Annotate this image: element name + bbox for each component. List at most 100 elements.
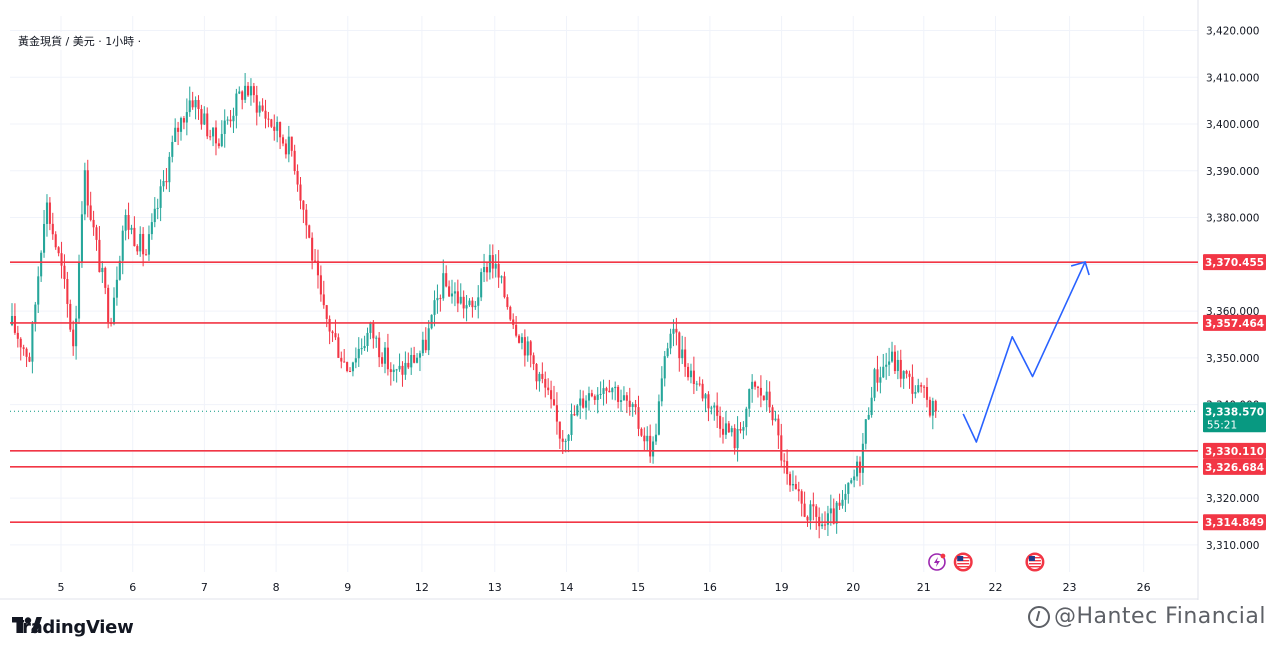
candle-body: [401, 365, 404, 375]
candle-body: [179, 118, 183, 132]
candle-body: [593, 396, 596, 400]
candle-body: [692, 370, 695, 384]
x-tick-label: 20: [846, 581, 860, 594]
candle-body: [450, 293, 454, 297]
candle-body: [535, 364, 538, 382]
candle-body: [381, 357, 384, 364]
candle-body: [654, 434, 658, 442]
candle-body: [614, 386, 617, 389]
y-tick-label: 3,310.000: [1206, 540, 1259, 552]
candle-body: [316, 260, 320, 276]
y-tick-label: 3,410.000: [1206, 72, 1259, 84]
hantec-watermark: @Hantec Financial: [1027, 604, 1266, 629]
candle-body: [258, 105, 261, 113]
candle-body: [383, 347, 387, 364]
candle-body: [54, 234, 57, 248]
candle-body: [739, 428, 742, 431]
candle-body: [448, 286, 451, 297]
candle-body: [346, 362, 349, 372]
candle-body: [754, 381, 757, 387]
y-tick-label: 3,350.000: [1206, 353, 1259, 365]
candle-body: [351, 362, 354, 372]
x-tick-label: 5: [57, 581, 64, 594]
candle-body: [372, 322, 375, 339]
candle-body: [494, 263, 497, 269]
candle-body: [314, 260, 317, 262]
candle-body: [413, 354, 416, 363]
candle-body: [206, 113, 209, 137]
candle-body: [777, 418, 780, 436]
candle-body: [509, 306, 512, 320]
candle-body: [710, 407, 713, 409]
candle-body: [826, 513, 829, 525]
candle-body: [908, 373, 911, 377]
candle-body: [290, 136, 293, 151]
candle-body: [870, 397, 873, 415]
candle-body: [480, 272, 483, 298]
candle-body: [150, 222, 153, 235]
candle-body: [433, 300, 436, 315]
candle-body: [829, 508, 832, 514]
candle-body: [340, 357, 343, 362]
candle-body: [214, 127, 218, 144]
candle-body: [890, 351, 894, 362]
candle-body: [850, 480, 853, 483]
tradingview-wordmark: TradingView: [12, 617, 134, 638]
candle-body: [456, 291, 459, 304]
candle-body: [453, 291, 456, 294]
candle-body: [780, 435, 783, 461]
candle-body: [751, 381, 754, 390]
symbol-info[interactable]: 黃金現貨 / 美元 · 1小時 ·: [16, 32, 144, 50]
candle-body: [896, 359, 899, 372]
candle-body: [331, 331, 334, 334]
candle-body: [357, 348, 360, 359]
candle-body: [602, 388, 605, 394]
key-level-label: 3,314.849: [1205, 517, 1264, 529]
tradingview-logo[interactable]: TradingView: [12, 617, 134, 638]
candle-body: [587, 393, 591, 401]
candle-body: [934, 400, 937, 412]
candle-body: [31, 323, 34, 362]
earnings-event-icon: [928, 553, 946, 571]
candle-body: [124, 215, 127, 231]
candle-body: [631, 404, 634, 407]
candle-body: [337, 337, 340, 358]
candle-body: [462, 296, 465, 309]
candle-body: [226, 119, 229, 121]
candle-body: [83, 170, 86, 215]
candle-body: [147, 234, 151, 255]
candle-body: [625, 395, 628, 401]
candle-body: [893, 351, 896, 372]
candle-body: [689, 370, 693, 378]
candle-body: [354, 358, 357, 363]
key-level-badge: [1203, 514, 1266, 531]
candle-body: [223, 120, 226, 134]
candle-body: [899, 359, 902, 379]
candle-body: [442, 273, 445, 299]
candle-body: [885, 364, 888, 367]
candle-body: [774, 418, 777, 421]
candle-body: [101, 267, 104, 273]
candle-body: [200, 108, 203, 125]
candle-body: [771, 407, 774, 421]
candle-body: [599, 393, 602, 395]
x-tick-label: 21: [917, 581, 931, 594]
candle-body: [203, 113, 206, 125]
candle-body: [471, 300, 474, 308]
x-tick-label: 23: [1063, 581, 1077, 594]
candle-body: [296, 171, 299, 185]
candle-body: [608, 390, 611, 393]
candle-body: [867, 414, 870, 420]
candle-body: [410, 354, 413, 368]
candle-body: [561, 438, 564, 442]
y-tick-label: 3,400.000: [1206, 119, 1259, 131]
candle-body: [721, 428, 725, 435]
candle-body: [541, 373, 544, 379]
candle-body: [232, 115, 235, 122]
candle-body: [153, 208, 156, 223]
candle-body: [252, 86, 255, 96]
candle-body: [724, 423, 727, 435]
candle-body: [264, 110, 267, 119]
